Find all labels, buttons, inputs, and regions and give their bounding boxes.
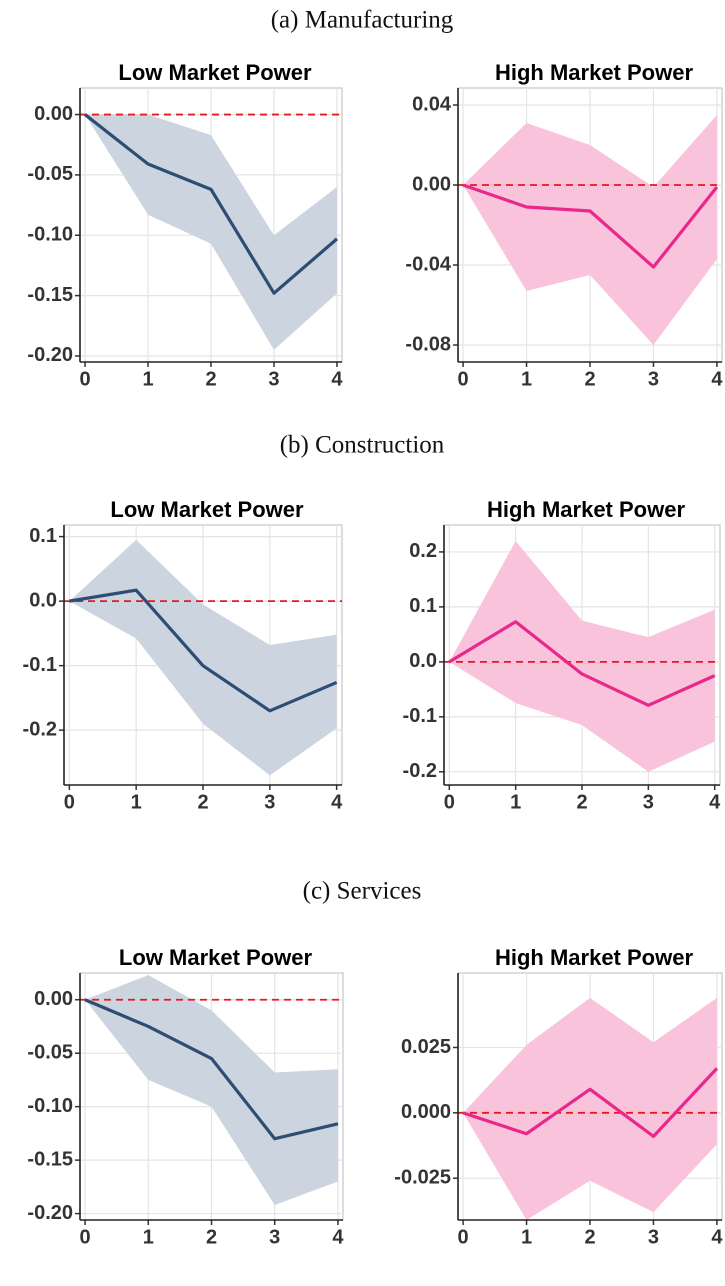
confidence-band [69,539,337,776]
line [84,998,339,1141]
panel-title: Low Market Power [119,945,313,970]
x-tick-label: 4 [711,1226,723,1248]
x-tick-label: 3 [264,791,275,813]
panel-title: Low Market Power [110,497,304,522]
line [84,113,339,295]
confidence-band [85,975,338,1206]
y-tick-label: 0.2 [409,540,437,562]
x-tick-label: 4 [331,368,343,390]
x-tick-label: 0 [458,368,469,390]
y-tick-label: 0.00 [412,173,451,195]
x-tick-label: 2 [206,1226,217,1248]
x-tick-label: 1 [142,368,153,390]
panel-title: High Market Power [495,945,693,970]
x-tick-label: 2 [584,1226,595,1248]
y-tick-label: 0.025 [401,1036,451,1058]
y-tick-label: -0.2 [23,718,57,740]
y-tick-label: -0.05 [27,163,73,185]
y-tick-label: -0.08 [405,333,451,355]
confidence-band [449,540,715,772]
x-tick-label: 0 [458,1226,469,1248]
x-tick-label: 2 [197,791,208,813]
line [69,588,338,713]
x-tick-label: 1 [521,368,532,390]
line [462,1067,719,1138]
y-tick-label: -0.20 [27,344,73,366]
y-tick-label: -0.05 [27,1041,73,1063]
confidence-band [463,115,717,345]
x-tick-label: 0 [64,791,75,813]
y-tick-label: -0.1 [23,654,57,676]
y-tick-label: -0.025 [394,1166,451,1188]
x-tick-label: 2 [576,791,587,813]
panel-title: High Market Power [487,497,685,522]
y-tick-label: -0.15 [27,284,73,306]
y-tick-label: 0.04 [412,93,452,115]
x-tick-label: 0 [79,1226,90,1248]
y-tick-label: 0.0 [29,589,57,611]
y-tick-label: -0.04 [405,253,451,275]
panel: High Market Power 0.04 0.00 -0.04 -0.08 0 1 2 3 4 [405,60,723,390]
y-tick-label: -0.20 [27,1202,73,1224]
y-tick-label: -0.10 [27,224,73,246]
x-tick-label: 3 [269,1226,280,1248]
y-tick-label: -0.2 [403,760,437,782]
line [448,620,716,707]
panel: Low Market Power 0.00 -0.05 -0.10 -0.15 -0.20… [27,60,343,390]
x-tick-label: 2 [205,368,216,390]
y-tick-label: 0.00 [34,103,73,125]
y-tick-label: 0.1 [29,525,57,547]
line [462,183,719,269]
section-title: (c) Services [303,878,422,905]
x-tick-label: 4 [711,368,723,390]
section-title: (a) Manufacturing [271,7,454,34]
panel: Low Market Power 0.1 0.0 -0.1 -0.2 0 1 2 3 4 [23,497,344,813]
y-tick-label: 0.00 [34,988,73,1010]
x-tick-label: 1 [510,791,521,813]
x-tick-label: 2 [584,368,595,390]
x-tick-label: 3 [268,368,279,390]
x-tick-label: 4 [331,791,343,813]
x-tick-label: 0 [444,791,455,813]
confidence-band [463,997,717,1220]
x-tick-label: 1 [143,1226,154,1248]
y-tick-label: -0.10 [27,1095,73,1117]
x-tick-label: 1 [131,791,142,813]
x-tick-label: 4 [332,1226,344,1248]
x-tick-label: 4 [709,791,721,813]
panel: Low Market Power 0.00 -0.05 -0.10 -0.15 -0.20… [27,945,344,1248]
y-tick-label: 0.0 [409,650,437,672]
y-tick-label: 0.1 [409,595,437,617]
panel-title: Low Market Power [118,60,312,85]
x-tick-label: 0 [79,368,90,390]
y-tick-label: -0.1 [403,705,437,727]
y-tick-label: -0.15 [27,1148,73,1170]
x-tick-label: 3 [643,791,654,813]
y-tick-label: 0.000 [401,1101,451,1123]
section-title: (b) Construction [280,432,445,459]
panel: High Market Power 0.025 0.000 -0.025 0 1 2 3 4 [394,945,723,1248]
x-tick-label: 3 [648,368,659,390]
panel: High Market Power 0.2 0.1 0.0 -0.1 -0.2 0 1 2 3 4 [403,497,722,813]
x-tick-label: 3 [648,1226,659,1248]
x-tick-label: 1 [521,1226,532,1248]
panel-title: High Market Power [495,60,693,85]
